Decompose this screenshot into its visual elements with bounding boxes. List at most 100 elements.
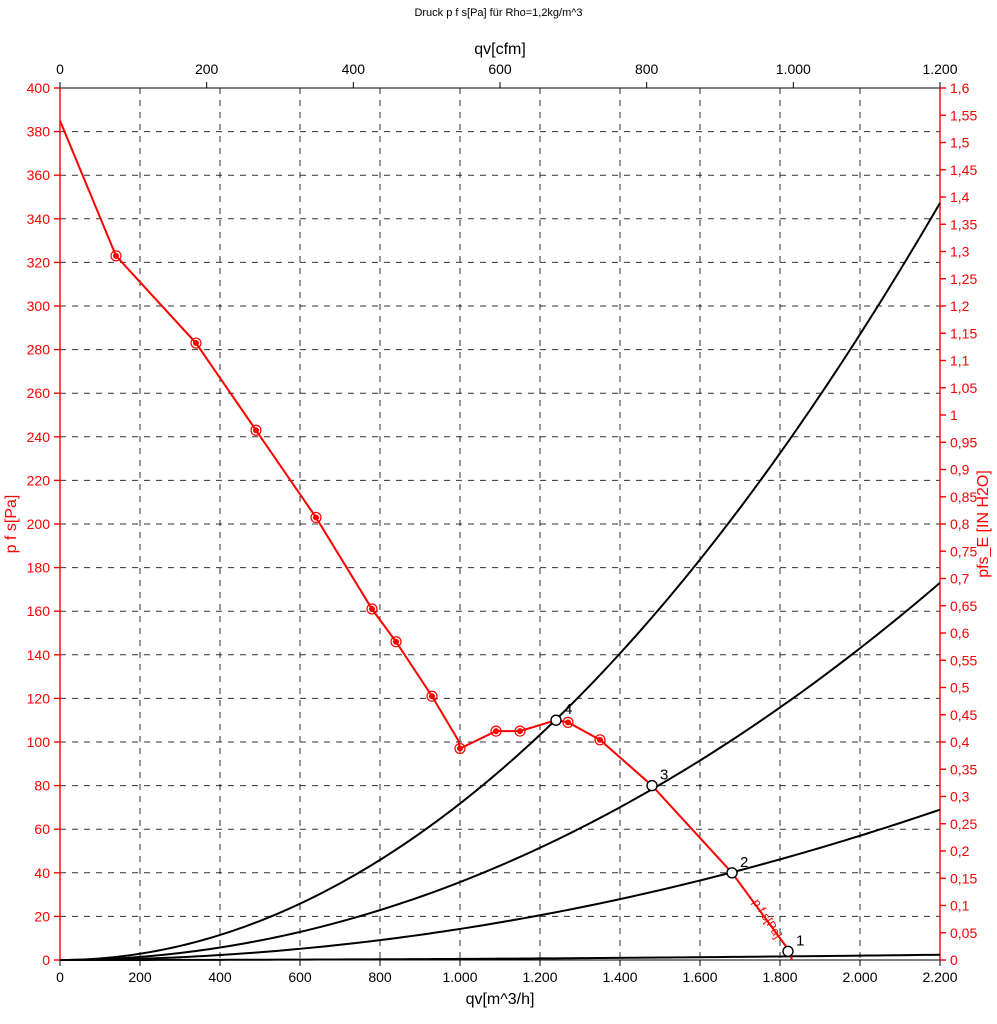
y-right-tick-label: 1 bbox=[950, 407, 958, 423]
fan-curve-marker-dot bbox=[458, 746, 463, 751]
x-bottom-tick-label: 2.200 bbox=[922, 969, 957, 985]
operating-point-label-4: 4 bbox=[564, 701, 572, 718]
pressure-flow-chart: Druck p f s[Pa] für Rho=1,2kg/m^30200400… bbox=[0, 0, 997, 1024]
y-right-tick-label: 1,15 bbox=[950, 325, 977, 341]
x-top-axis-label: qv[cfm] bbox=[474, 41, 526, 58]
y-right-tick-label: 0,75 bbox=[950, 543, 977, 559]
y-left-tick-label: 160 bbox=[27, 603, 51, 619]
system-curve-4 bbox=[60, 203, 940, 960]
fan-curve-marker-dot bbox=[518, 729, 523, 734]
y-left-tick-label: 380 bbox=[27, 124, 51, 140]
x-bottom-tick-label: 800 bbox=[368, 969, 392, 985]
y-right-tick-label: 1,05 bbox=[950, 380, 977, 396]
y-right-tick-label: 0,95 bbox=[950, 434, 977, 450]
fan-curve-marker-dot bbox=[394, 639, 399, 644]
y-right-tick-label: 0,85 bbox=[950, 489, 977, 505]
y-right-tick-label: 1,4 bbox=[950, 189, 970, 205]
system-curve-2 bbox=[60, 810, 940, 960]
y-right-tick-label: 1,5 bbox=[950, 135, 970, 151]
y-left-tick-label: 120 bbox=[27, 690, 51, 706]
x-top-tick-label: 1.200 bbox=[922, 61, 957, 77]
fan-curve-marker-dot bbox=[314, 515, 319, 520]
y-right-axis-label: pfs_E [IN H2O] bbox=[975, 470, 992, 578]
y-right-tick-label: 1,3 bbox=[950, 244, 970, 260]
y-right-tick-label: 0,2 bbox=[950, 843, 970, 859]
x-top-tick-label: 400 bbox=[342, 61, 366, 77]
operating-point-4 bbox=[551, 715, 561, 725]
x-top-tick-label: 0 bbox=[56, 61, 64, 77]
x-bottom-axis-label: qv[m^3/h] bbox=[466, 991, 535, 1008]
x-bottom-tick-label: 400 bbox=[208, 969, 232, 985]
y-right-tick-label: 0,9 bbox=[950, 462, 970, 478]
y-right-tick-label: 0,3 bbox=[950, 789, 970, 805]
fan-curve-marker-dot bbox=[370, 607, 375, 612]
fan-curve bbox=[60, 121, 792, 960]
y-right-tick-label: 0,5 bbox=[950, 680, 970, 696]
x-bottom-tick-label: 0 bbox=[56, 969, 64, 985]
x-bottom-tick-label: 200 bbox=[128, 969, 152, 985]
y-left-tick-label: 200 bbox=[27, 516, 51, 532]
x-top-tick-label: 200 bbox=[195, 61, 219, 77]
y-right-tick-label: 0,4 bbox=[950, 734, 970, 750]
x-bottom-tick-label: 600 bbox=[288, 969, 312, 985]
x-bottom-tick-label: 1.200 bbox=[522, 969, 557, 985]
y-right-tick-label: 1,55 bbox=[950, 107, 977, 123]
operating-point-label-2: 2 bbox=[740, 854, 748, 871]
y-left-tick-label: 20 bbox=[34, 908, 50, 924]
y-right-tick-label: 0,55 bbox=[950, 652, 977, 668]
fan-curve-marker-dot bbox=[566, 720, 571, 725]
fan-curve-marker-dot bbox=[254, 428, 259, 433]
fan-curve-marker-dot bbox=[430, 694, 435, 699]
operating-point-3 bbox=[647, 781, 657, 791]
fan-curve-marker-dot bbox=[114, 253, 119, 258]
operating-point-2 bbox=[727, 868, 737, 878]
x-bottom-tick-label: 2.000 bbox=[842, 969, 877, 985]
y-right-tick-label: 1,6 bbox=[950, 80, 970, 96]
y-right-tick-label: 1,45 bbox=[950, 162, 977, 178]
y-right-tick-label: 1,2 bbox=[950, 298, 970, 314]
x-bottom-tick-label: 1.400 bbox=[602, 969, 637, 985]
operating-point-label-1: 1 bbox=[796, 932, 804, 949]
fan-curve-marker-dot bbox=[494, 729, 499, 734]
y-left-tick-label: 180 bbox=[27, 560, 51, 576]
y-right-tick-label: 0,6 bbox=[950, 625, 970, 641]
y-right-tick-label: 0,7 bbox=[950, 571, 970, 587]
y-right-tick-label: 0,15 bbox=[950, 870, 977, 886]
operating-point-1 bbox=[783, 946, 793, 956]
y-left-tick-label: 360 bbox=[27, 167, 51, 183]
y-left-tick-label: 400 bbox=[27, 80, 51, 96]
y-right-tick-label: 0,8 bbox=[950, 516, 970, 532]
y-right-tick-label: 1,35 bbox=[950, 216, 977, 232]
y-left-axis-label: p f s[Pa] bbox=[3, 495, 20, 554]
y-left-tick-label: 280 bbox=[27, 342, 51, 358]
x-bottom-tick-label: 1.600 bbox=[682, 969, 717, 985]
y-left-tick-label: 260 bbox=[27, 385, 51, 401]
y-right-tick-label: 1,1 bbox=[950, 353, 970, 369]
x-top-tick-label: 800 bbox=[635, 61, 659, 77]
y-left-tick-label: 320 bbox=[27, 254, 51, 270]
x-top-tick-label: 1.000 bbox=[776, 61, 811, 77]
x-bottom-tick-label: 1.800 bbox=[762, 969, 797, 985]
fan-curve-marker-dot bbox=[194, 341, 199, 346]
y-right-tick-label: 0,45 bbox=[950, 707, 977, 723]
y-right-tick-label: 0,25 bbox=[950, 816, 977, 832]
y-right-tick-label: 0,35 bbox=[950, 761, 977, 777]
y-left-tick-label: 40 bbox=[34, 865, 50, 881]
y-right-tick-label: 1,25 bbox=[950, 271, 977, 287]
y-left-tick-label: 340 bbox=[27, 211, 51, 227]
y-left-tick-label: 240 bbox=[27, 429, 51, 445]
chart-title: Druck p f s[Pa] für Rho=1,2kg/m^3 bbox=[414, 7, 582, 19]
operating-point-label-3: 3 bbox=[660, 767, 668, 784]
y-right-tick-label: 0,05 bbox=[950, 925, 977, 941]
y-right-tick-label: 0,1 bbox=[950, 898, 970, 914]
y-left-tick-label: 0 bbox=[42, 952, 50, 968]
y-left-tick-label: 100 bbox=[27, 734, 51, 750]
fan-curve-marker-dot bbox=[598, 737, 603, 742]
x-top-tick-label: 600 bbox=[488, 61, 512, 77]
y-left-tick-label: 60 bbox=[34, 821, 50, 837]
y-right-tick-label: 0 bbox=[950, 952, 958, 968]
y-right-tick-label: 0,65 bbox=[950, 598, 977, 614]
y-left-tick-label: 140 bbox=[27, 647, 51, 663]
y-left-tick-label: 220 bbox=[27, 472, 51, 488]
y-left-tick-label: 300 bbox=[27, 298, 51, 314]
